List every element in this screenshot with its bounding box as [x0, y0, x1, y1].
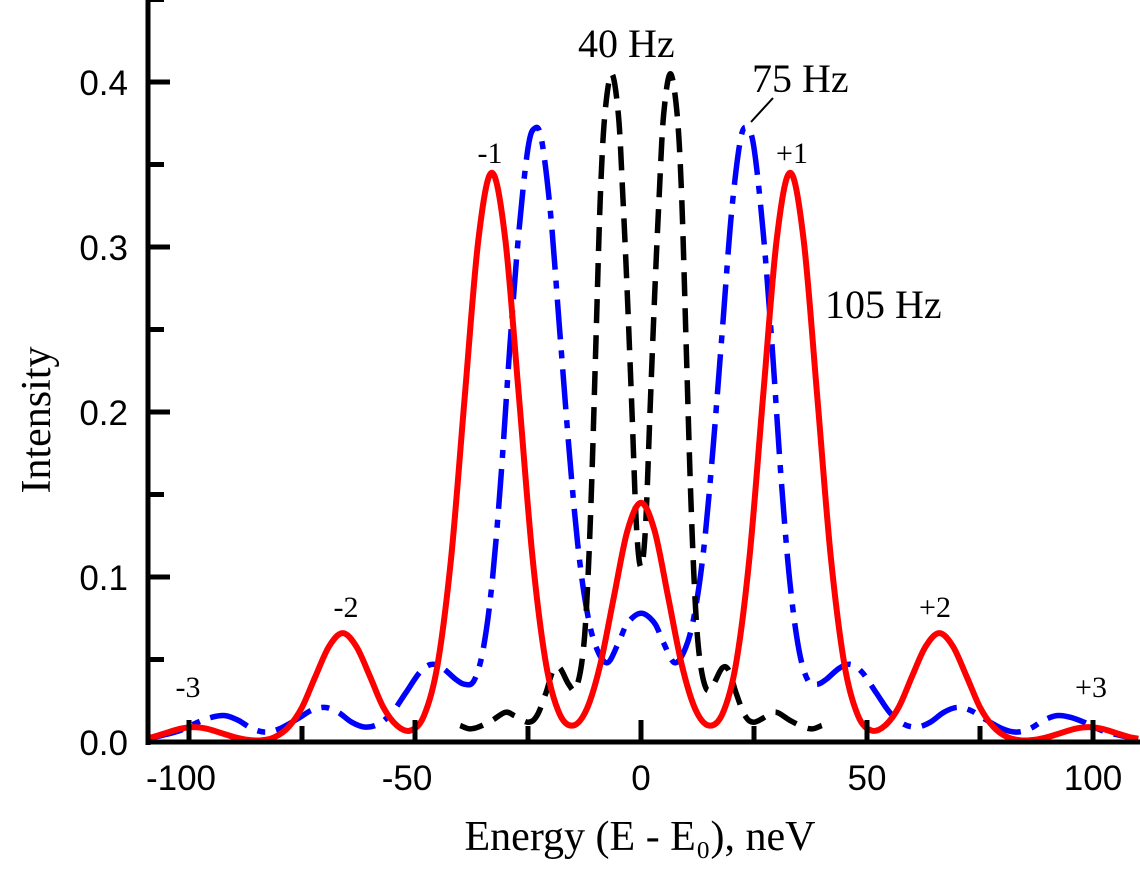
order-label-plus3: +3	[1075, 671, 1107, 704]
x-tick-label: 100	[1064, 759, 1122, 798]
annotation-105hz: 105 Hz	[825, 282, 942, 327]
annotation-75hz-leader	[750, 97, 774, 123]
order-label-minus3: -3	[176, 671, 201, 704]
x-tick-label: 50	[848, 759, 887, 798]
y-tick-label: 0.2	[79, 394, 128, 433]
tick-labels: -100 -50 0 50 100 0.0 0.1 0.2 0.3 0.4	[79, 64, 1122, 798]
x-tick-label: -50	[382, 759, 433, 798]
series-line-40hz	[459, 71, 823, 732]
order-label-minus2: -2	[334, 591, 359, 624]
axes	[145, 0, 1140, 745]
x-axis-title: Energy (E - E₀), neV	[465, 814, 816, 860]
order-label-plus1: +1	[776, 137, 808, 170]
x-tick-label: -100	[146, 759, 216, 798]
series-line-75hz	[148, 124, 1139, 742]
x-tick-label: 0	[631, 759, 650, 798]
order-label-minus1: -1	[478, 137, 503, 170]
y-tick-label: 0.0	[79, 724, 128, 763]
annotation-40hz: 40 Hz	[578, 21, 675, 66]
order-label-plus2: +2	[919, 591, 951, 624]
y-tick-label: 0.3	[79, 229, 128, 268]
y-tick-label: 0.4	[79, 64, 128, 103]
series-layer	[148, 71, 1139, 744]
series-line-105hz	[148, 169, 1139, 744]
y-tick-label: 0.1	[79, 559, 128, 598]
annotation-75hz: 75 Hz	[752, 56, 849, 101]
y-axis-title: Intensity	[14, 347, 60, 494]
ticks	[148, 0, 1096, 742]
